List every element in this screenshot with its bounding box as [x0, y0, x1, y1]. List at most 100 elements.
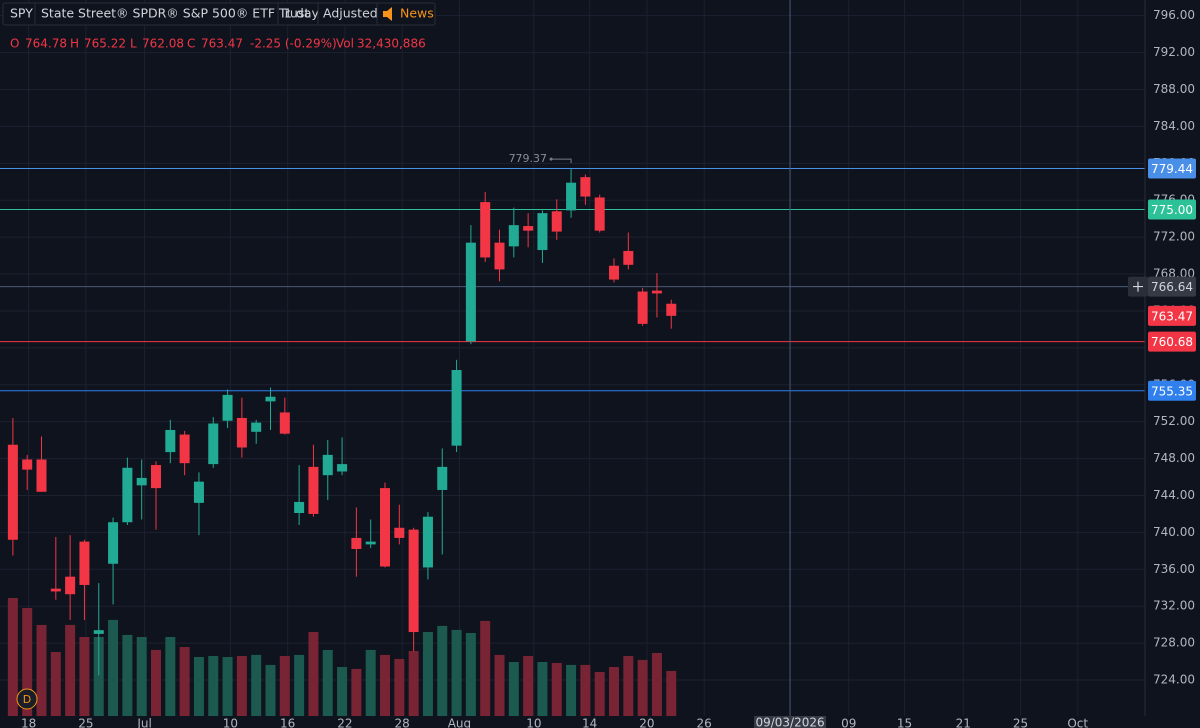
- volume-bar: [637, 659, 648, 716]
- volume-bar: [294, 654, 305, 716]
- y-tick-label: 728.00: [1153, 636, 1195, 650]
- max-marker-dot: [549, 157, 553, 161]
- volume-bar: [508, 661, 519, 716]
- adjusted[interactable]: Adjusted: [323, 6, 378, 21]
- candle-body: [494, 242, 505, 270]
- volume-bar: [437, 625, 448, 716]
- volume-bar: [136, 637, 147, 716]
- candle-body: [265, 396, 276, 402]
- crosshair-price-tag: [1148, 276, 1196, 297]
- candle-body: [651, 290, 662, 294]
- volume-bar: [208, 656, 219, 716]
- legend-open: 764.78: [25, 37, 67, 51]
- volume-bar: [580, 664, 591, 716]
- candle-body: [580, 177, 591, 197]
- volume-bar: [408, 651, 419, 716]
- volume-bar: [465, 632, 476, 716]
- volume-bar: [265, 664, 276, 716]
- news-icon[interactable]: [383, 7, 392, 21]
- x-tick-label: 22: [337, 717, 352, 728]
- legend-c: C: [187, 37, 195, 51]
- candle-body: [179, 434, 190, 464]
- volume-bar: [609, 666, 620, 716]
- level-label: 760.68: [1151, 335, 1193, 349]
- crosshair-price-label: 766.64: [1151, 280, 1193, 294]
- volume-bar: [651, 652, 662, 716]
- crosshair-date-tag: [754, 716, 827, 728]
- last-price-label: 763.47: [1151, 309, 1193, 323]
- volume-bar: [122, 634, 133, 716]
- candle-body: [351, 537, 362, 549]
- volume-bar: [594, 671, 605, 716]
- candle-body: [50, 588, 61, 592]
- volume-bar: [165, 637, 176, 716]
- candle-body: [65, 576, 76, 595]
- last-price-tag: [1148, 305, 1196, 326]
- news[interactable]: News: [400, 6, 434, 21]
- volume-bar: [7, 598, 18, 716]
- legend-change: -2.25 (-0.29%): [250, 37, 337, 51]
- candle-body: [623, 250, 634, 265]
- volume-bar: [537, 661, 548, 716]
- volume-bar: [351, 668, 362, 716]
- y-tick-label: 752.00: [1153, 414, 1195, 428]
- dividend-badge[interactable]: [16, 688, 38, 710]
- candle-body: [108, 522, 119, 564]
- volume-bar: [22, 607, 33, 716]
- volume-bar: [65, 624, 76, 716]
- candle-body: [36, 459, 47, 492]
- candle-body: [7, 444, 18, 540]
- volume-bar: [422, 632, 433, 716]
- legend-low: 762.08: [142, 37, 184, 51]
- y-tick-label: 724.00: [1153, 673, 1195, 687]
- instrument-name: State Street® SPDR® S&P 500® ETF Trust: [41, 6, 309, 21]
- candle-body: [437, 466, 448, 490]
- volume-bar: [523, 656, 534, 716]
- x-tick-label: 21: [956, 717, 971, 728]
- volume: [7, 598, 677, 716]
- volume-bar: [666, 670, 677, 716]
- y-tick-label: 744.00: [1153, 488, 1195, 502]
- x-tick-label: 16: [280, 717, 295, 728]
- volume-bar: [279, 656, 290, 716]
- time-axis: [0, 716, 1145, 728]
- x-tick-label: Jul: [136, 717, 151, 728]
- level-label: 755.35: [1151, 384, 1193, 398]
- level-tag: [1148, 380, 1196, 401]
- y-tick-label: 740.00: [1153, 525, 1195, 539]
- candle-body: [365, 541, 376, 545]
- legend-h: H: [70, 37, 79, 51]
- interval[interactable]: 1 day: [284, 6, 320, 21]
- candle-body: [609, 265, 620, 280]
- max-label: 779.37: [509, 152, 548, 165]
- x-tick-label: Oct: [1067, 717, 1088, 728]
- max-marker: [551, 158, 572, 164]
- candle-body: [151, 465, 162, 489]
- grid: [0, 0, 1145, 716]
- x-tick-label: 26: [697, 717, 712, 728]
- x-tick-label: 25: [78, 717, 93, 728]
- symbol[interactable]: SPY: [10, 6, 33, 21]
- volume-bar: [50, 652, 61, 716]
- volume-bar: [623, 656, 634, 716]
- y-tick-label: 748.00: [1153, 451, 1195, 465]
- legend-close: 763.47: [201, 37, 243, 51]
- candle-body: [594, 197, 605, 231]
- volume-bar: [179, 647, 190, 716]
- y-tick-label: 736.00: [1153, 562, 1195, 576]
- x-tick-label: 09: [841, 717, 856, 728]
- x-tick-label: 10: [526, 717, 541, 728]
- candle-body: [523, 226, 534, 231]
- candle-body: [408, 529, 419, 633]
- volume-bar: [380, 654, 391, 716]
- legend-vol: Vol: [336, 37, 354, 51]
- candle-body: [337, 464, 348, 472]
- candle-body: [136, 477, 147, 486]
- candle-body: [451, 369, 462, 446]
- candle-body: [380, 488, 391, 567]
- add-alert-icon: [1133, 281, 1143, 292]
- volume-bar: [494, 654, 505, 716]
- volume-bar: [151, 649, 162, 716]
- header-box: [2, 2, 436, 26]
